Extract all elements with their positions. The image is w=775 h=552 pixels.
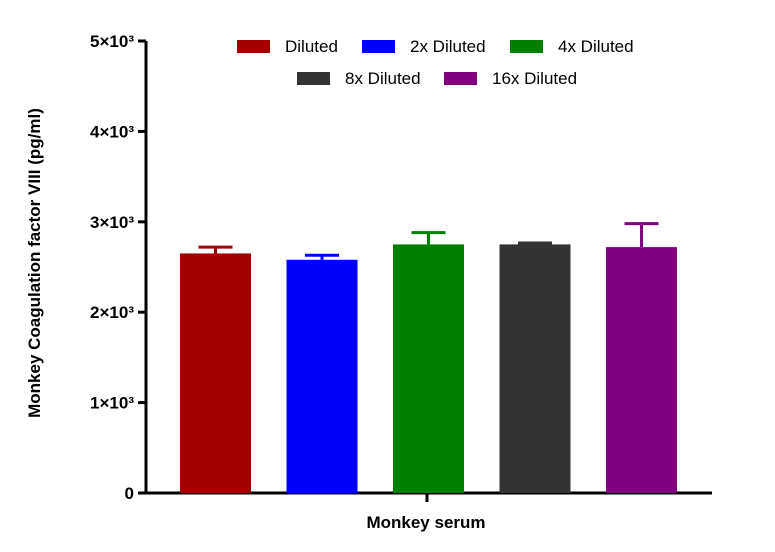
y-tick-label: 3×10³ <box>90 213 134 232</box>
bar-4 <box>499 244 571 493</box>
legend-label-4: 8x Diluted <box>345 69 421 88</box>
bars <box>180 222 677 493</box>
legend-label-1: Diluted <box>285 37 338 56</box>
y-tick-label: 1×10³ <box>90 394 134 413</box>
bar-2 <box>286 259 358 493</box>
legend-swatch-1 <box>237 40 270 53</box>
legend-label-5: 16x Diluted <box>492 69 577 88</box>
legend-swatch-3 <box>510 40 543 53</box>
legend-swatch-4 <box>297 72 330 85</box>
legend-swatch-2 <box>362 40 395 53</box>
y-tick-label: 4×10³ <box>90 122 134 141</box>
legend-label-2: 2x Diluted <box>410 37 486 56</box>
legend-label-3: 4x Diluted <box>558 37 634 56</box>
y-tick-label: 2×10³ <box>90 303 134 322</box>
y-tick-label: 5×10³ <box>90 32 134 51</box>
bar-5 <box>606 247 677 493</box>
bar-3 <box>393 244 464 493</box>
bar-1 <box>180 253 251 493</box>
y-axis: 0 1×10³ 2×10³ 3×10³ 4×10³ 5×10³ <box>90 32 148 503</box>
x-axis <box>144 491 712 502</box>
legend: Diluted 2x Diluted 4x Diluted 8x Diluted 16x… <box>237 37 634 88</box>
x-axis-title: Monkey serum <box>366 513 485 532</box>
y-tick-label: 0 <box>125 484 134 503</box>
y-axis-title: Monkey Coagulation factor VIII (pg/ml) <box>25 108 44 418</box>
legend-swatch-5 <box>444 72 477 85</box>
